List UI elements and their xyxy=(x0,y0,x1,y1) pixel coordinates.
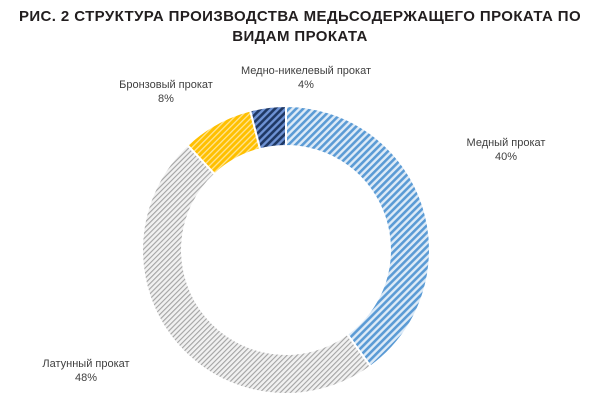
chart-title: РИС. 2 СТРУКТУРА ПРОИЗВОДСТВА МЕДЬСОДЕРЖ… xyxy=(0,7,600,47)
label-copper-nickel-pct: 4% xyxy=(298,79,314,91)
label-bronze-pct: 8% xyxy=(158,93,174,105)
chart-title-line1: РИС. 2 СТРУКТУРА ПРОИЗВОДСТВА МЕДЬСОДЕРЖ… xyxy=(18,8,582,25)
label-copper-pct: 40% xyxy=(494,151,518,163)
donut-segment-1 xyxy=(141,143,373,395)
label-brass-name: Латунный прокат xyxy=(42,358,130,370)
label-copper-name: Медный прокат xyxy=(466,137,546,149)
donut-segment-3 xyxy=(248,104,287,151)
label-copper-nickel-name: Медно-никелевый прокат xyxy=(241,65,371,77)
label-bronze-name: Бронзовый прокат xyxy=(119,79,213,91)
label-brass: Латунный прокат 48% xyxy=(0,357,172,385)
donut-segment-0 xyxy=(285,104,431,368)
label-copper: Медный прокат 40% xyxy=(416,136,596,164)
label-copper-nickel: Медно-никелевый прокат 4% xyxy=(216,64,396,92)
label-brass-pct: 48% xyxy=(74,372,98,384)
label-bronze: Бронзовый прокат 8% xyxy=(76,78,256,106)
chart-title-line2: ВИДАМ ПРОКАТА xyxy=(232,28,368,45)
